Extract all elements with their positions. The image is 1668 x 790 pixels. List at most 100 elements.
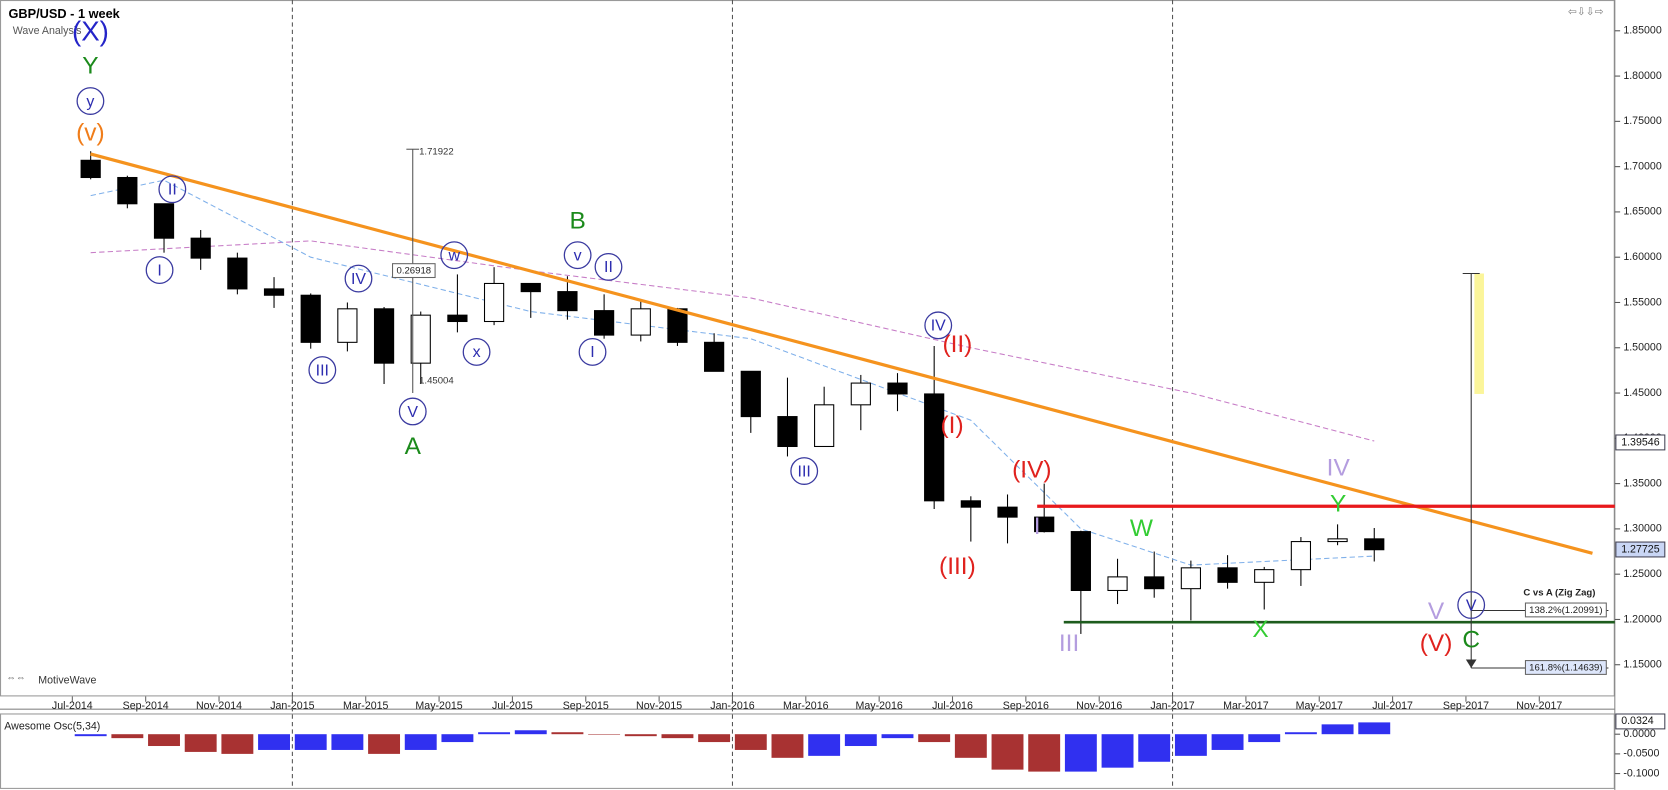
osc-bar xyxy=(258,734,290,750)
candle-body xyxy=(630,308,651,336)
x-tick-label: May-2015 xyxy=(415,700,462,712)
target-zone xyxy=(1474,273,1484,394)
wave-circle xyxy=(440,241,469,270)
candle-body xyxy=(887,382,908,395)
chart-subtitle: Wave Analysis xyxy=(13,25,82,37)
watermark: MotiveWave xyxy=(38,675,96,687)
wave-circle xyxy=(1457,591,1486,619)
x-tick-label: Jan-2016 xyxy=(710,700,754,712)
y-tick-label: 1.25000 xyxy=(1623,568,1662,580)
y-tick-label: 1.35000 xyxy=(1623,477,1662,489)
candle-body xyxy=(483,282,505,323)
toolbar-icons[interactable]: ⇦⇩⇩⇨ xyxy=(1568,6,1604,18)
wave-label: W xyxy=(1130,515,1153,542)
measure-label: 1.45004 xyxy=(419,375,454,386)
osc-bar xyxy=(1028,734,1061,772)
x-tick-label: Sep-2015 xyxy=(563,700,609,712)
wave-label: (I) xyxy=(941,412,964,439)
plot-layer: Jul-2014 Sep-2014 Nov-2014 Jan-2015 Mar-2015… xyxy=(52,0,1666,789)
candle-body xyxy=(117,176,138,205)
osc-bar xyxy=(368,734,401,754)
wave-label: (V) xyxy=(1420,630,1453,657)
osc-bar xyxy=(111,734,144,739)
y-tick-label: 1.20000 xyxy=(1623,613,1662,625)
price-tag xyxy=(1615,541,1666,558)
candle-body xyxy=(1034,516,1055,533)
wave-label: III xyxy=(1059,630,1079,657)
osc-y-tick-label: -0.1000 xyxy=(1623,767,1659,779)
wave-label: (III) xyxy=(939,553,976,580)
osc-bar xyxy=(294,734,327,750)
osc-bar xyxy=(991,734,1024,770)
candle-body xyxy=(1070,531,1091,592)
x-tick-label: Mar-2017 xyxy=(1223,700,1269,712)
candle-body xyxy=(1180,567,1201,590)
y-tick-label: 1.85000 xyxy=(1623,25,1662,37)
y-tick-label: 1.65000 xyxy=(1623,206,1662,218)
candle-body xyxy=(263,288,285,296)
osc-bar xyxy=(954,734,987,758)
osc-bar xyxy=(1248,734,1281,743)
wave-circle xyxy=(578,338,607,366)
wave-label: Y xyxy=(82,52,98,79)
candle-body xyxy=(997,506,1018,518)
wave-circle xyxy=(344,264,373,293)
candle-body xyxy=(447,314,468,323)
osc-bar xyxy=(771,734,804,758)
osc-bar xyxy=(1284,732,1317,735)
fib-label: 138.2%(1.20991) xyxy=(1529,605,1602,616)
projection-title: C vs A (Zig Zag) xyxy=(1523,588,1595,599)
osc-bar xyxy=(698,734,731,743)
nav-icon[interactable]: ⇔⇔ xyxy=(6,672,25,683)
osc-bar xyxy=(1321,724,1354,735)
wave-circle xyxy=(563,241,592,270)
wave-circle xyxy=(594,252,623,281)
x-tick-label: Sep-2016 xyxy=(1003,700,1049,712)
wave-circle xyxy=(790,457,819,485)
candle-body xyxy=(373,308,395,364)
candle-body xyxy=(1364,538,1385,551)
candle-body xyxy=(557,291,578,312)
wave-label: (II) xyxy=(942,331,972,358)
wave-label: IV xyxy=(931,318,946,335)
wave-label: I xyxy=(590,344,594,361)
x-tick-label: Jul-2014 xyxy=(52,700,93,712)
x-tick-label: Nov-2015 xyxy=(636,700,682,712)
candle-body xyxy=(337,308,358,343)
wave-label: y xyxy=(86,93,94,110)
osc-bar xyxy=(331,734,364,750)
wave-circle xyxy=(158,175,187,204)
candle-body xyxy=(1217,567,1238,583)
candle-body xyxy=(667,308,688,343)
x-tick-label: Sep-2017 xyxy=(1443,700,1489,712)
y-tick-label: 1.50000 xyxy=(1623,342,1662,354)
x-tick-label: Jan-2015 xyxy=(270,700,314,712)
candle-body xyxy=(153,203,175,239)
moving-average xyxy=(90,240,1375,442)
y-tick-label: 1.80000 xyxy=(1623,70,1662,82)
candle-body xyxy=(300,294,321,343)
y-tick-label: 1.70000 xyxy=(1623,160,1662,172)
wave-label: I xyxy=(157,262,161,279)
wave-label: IV xyxy=(351,271,366,288)
price-tag xyxy=(1615,713,1666,730)
candle-body xyxy=(960,500,981,508)
candle-body xyxy=(1144,576,1165,590)
candle-body xyxy=(520,282,541,293)
osc-bar xyxy=(588,734,621,735)
wave-label: V xyxy=(407,404,418,421)
wave-label: I xyxy=(1034,513,1041,540)
candle-body xyxy=(190,237,211,259)
osc-bar xyxy=(551,732,584,735)
x-tick-label: Jul-2017 xyxy=(1372,700,1413,712)
osc-bar xyxy=(808,734,841,756)
osc-y-tick-label: 0.0000 xyxy=(1623,728,1656,740)
price-tag-label: 0.0324 xyxy=(1621,715,1654,727)
trendline xyxy=(90,152,1593,555)
measure-diff: 0.26918 xyxy=(397,266,432,277)
candle-body xyxy=(1107,576,1128,592)
price-tag-label: 1.39546 xyxy=(1621,436,1660,448)
